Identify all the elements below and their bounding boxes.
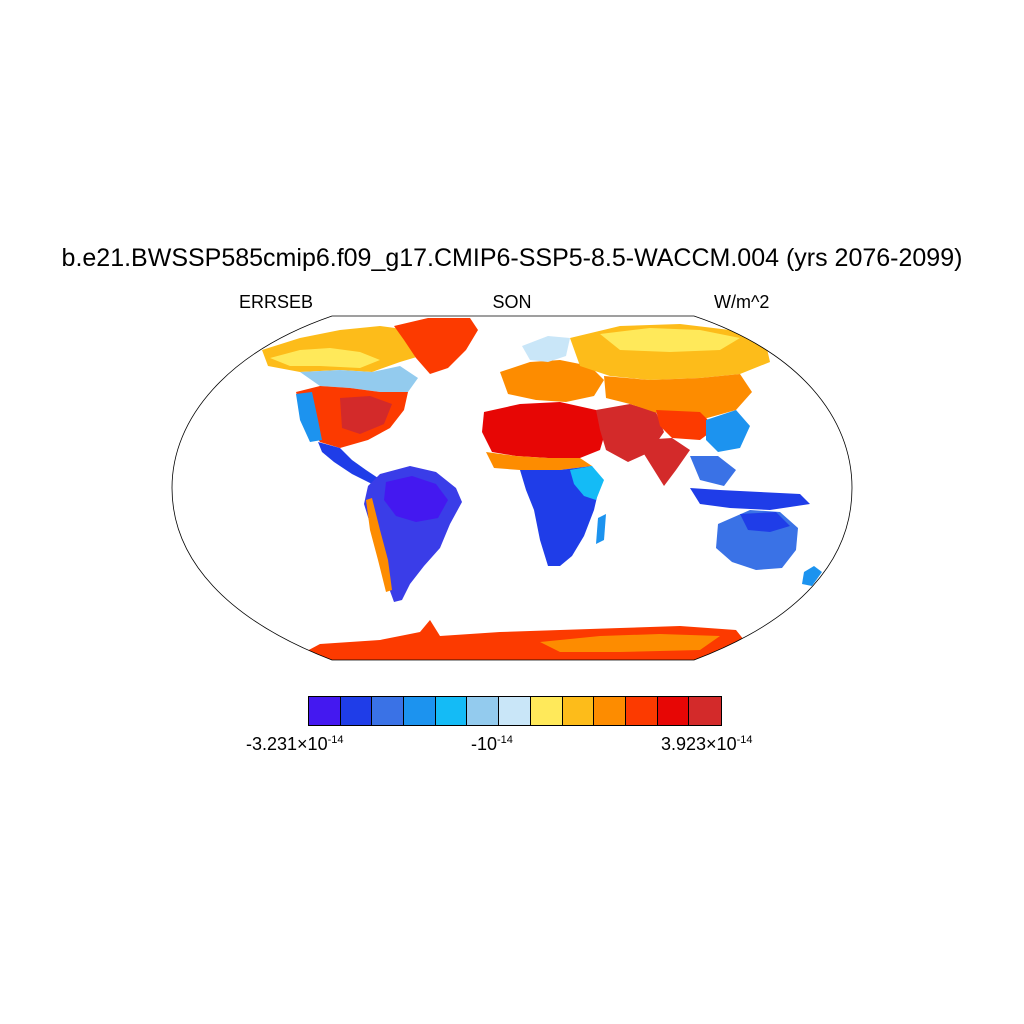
colorbar-swatch-9 (562, 697, 595, 725)
colorbar-swatch-6 (467, 697, 500, 725)
region-amazon (384, 476, 448, 522)
region-southeast-asia (690, 456, 736, 486)
region-siberia-north (600, 328, 740, 352)
colorbar-swatch-4 (404, 697, 436, 725)
colorbar-swatch-12 (657, 697, 690, 725)
units-label: W/m^2 (714, 292, 770, 312)
region-new-zealand (802, 566, 822, 586)
region-mexico (318, 442, 378, 484)
colorbar-swatch-13 (689, 697, 721, 725)
region-north-africa (482, 402, 606, 458)
region-sahel (486, 452, 592, 470)
plot-title: b.e21.BWSSP585cmip6.f09_g17.CMIP6-SSP5-8… (61, 244, 963, 272)
land-fields (262, 318, 822, 660)
region-australia-north (740, 512, 790, 532)
region-usa-east (340, 396, 392, 434)
colorbar-swatch-8 (530, 697, 563, 725)
colorbar-mid-label: -10-14 (471, 734, 513, 754)
colorbar-min-label: -3.231×10-14 (246, 734, 344, 754)
region-europe (500, 360, 604, 402)
colorbar (308, 696, 722, 726)
region-scandinavia (522, 336, 570, 362)
region-india (640, 438, 690, 486)
region-andes-edge (366, 498, 392, 592)
colorbar-swatch-5 (435, 697, 468, 725)
map-boundary (171, 315, 853, 661)
region-west-coast (296, 392, 322, 442)
region-east-china (706, 410, 750, 452)
colorbar-swatch-2 (340, 697, 373, 725)
region-north-america-arctic (270, 348, 380, 368)
region-greenland (394, 318, 478, 374)
colorbar-swatch-10 (594, 697, 626, 725)
colorbar-swatch-11 (625, 697, 658, 725)
colorbar-max-label: 3.923×10-14 (661, 734, 753, 754)
colorbar-swatch-7 (499, 697, 531, 725)
region-indonesia (690, 488, 810, 510)
region-antarctica-east (540, 634, 720, 652)
region-canada-blue (300, 366, 418, 392)
region-east-africa (570, 466, 604, 500)
region-central-asia (604, 374, 752, 420)
colorbar-swatch-1 (309, 697, 341, 725)
region-madagascar (596, 514, 606, 544)
colorbar-swatch-3 (372, 697, 405, 725)
region-tibet (656, 410, 716, 440)
season-label: SON (492, 292, 532, 312)
variable-label: ERRSEB (239, 292, 314, 312)
